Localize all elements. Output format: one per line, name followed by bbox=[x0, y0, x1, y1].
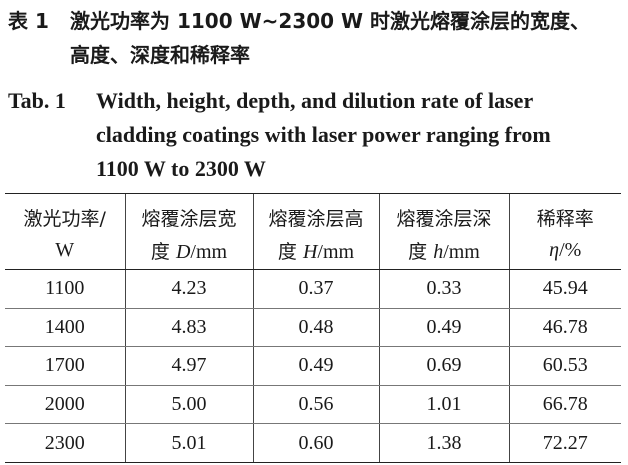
cell-width: 5.01 bbox=[124, 423, 253, 463]
header-height-line1: 熔覆涂层高 bbox=[252, 193, 379, 231]
cell-height: 0.56 bbox=[252, 385, 379, 425]
cell-power: 1400 bbox=[5, 308, 125, 348]
header-depth-symbol: h bbox=[433, 240, 444, 263]
header-width-symbol: D bbox=[175, 240, 191, 263]
cell-dilution: 45.94 bbox=[508, 269, 621, 309]
caption-en-text-2: cladding coatings with laser power rangi… bbox=[96, 122, 551, 147]
header-width-cn: 度 bbox=[150, 240, 176, 263]
caption-cn-label: 表 1 bbox=[8, 9, 49, 33]
header-row-2: W 度 D/mm 度 H/mm 度 h/mm η/% bbox=[5, 231, 621, 270]
table-header: 激光功率/ 熔覆涂层宽 熔覆涂层高 熔覆涂层深 稀释率 W 度 D/mm 度 H… bbox=[5, 193, 621, 270]
cell-depth: 0.33 bbox=[378, 269, 509, 309]
header-height-unit-text: /mm bbox=[317, 240, 355, 263]
cell-depth: 1.38 bbox=[378, 423, 509, 463]
cell-width: 4.23 bbox=[124, 269, 253, 309]
table-body: 1100 4.23 0.37 0.33 45.94 1400 4.83 0.48… bbox=[5, 269, 621, 463]
cell-depth: 0.49 bbox=[378, 308, 509, 348]
table-caption-english: Tab. 1 Width, height, depth, and dilution… bbox=[8, 84, 620, 186]
header-depth-unit: 度 h/mm bbox=[378, 231, 509, 270]
header-width-unit: 度 D/mm bbox=[124, 231, 253, 270]
caption-en-text-3: 1100 W to 2300 W bbox=[96, 156, 266, 181]
table-row: 2300 5.01 0.60 1.38 72.27 bbox=[5, 423, 621, 463]
cell-depth: 0.69 bbox=[378, 346, 509, 386]
cell-width: 5.00 bbox=[124, 385, 253, 425]
cell-height: 0.60 bbox=[252, 423, 379, 463]
table-caption-chinese: 表 1 激光功率为 1100 W~2300 W 时激光熔覆涂层的宽度、 高度、深度… bbox=[8, 4, 620, 72]
header-height-cn: 度 bbox=[277, 240, 303, 263]
cell-height: 0.48 bbox=[252, 308, 379, 348]
caption-en-label: Tab. 1 bbox=[8, 88, 66, 113]
caption-cn-line-1: 表 1 激光功率为 1100 W~2300 W 时激光熔覆涂层的宽度、 bbox=[8, 4, 620, 38]
cell-power: 1100 bbox=[5, 269, 125, 309]
header-power-unit: W bbox=[5, 231, 125, 270]
header-dilution-unit-text: /% bbox=[559, 238, 582, 261]
header-height-unit: 度 H/mm bbox=[252, 231, 379, 270]
header-width-line1: 熔覆涂层宽 bbox=[124, 193, 253, 231]
cell-dilution: 72.27 bbox=[508, 423, 621, 463]
header-row-1: 激光功率/ 熔覆涂层宽 熔覆涂层高 熔覆涂层深 稀释率 bbox=[5, 193, 621, 231]
data-table: 激光功率/ 熔覆涂层宽 熔覆涂层高 熔覆涂层深 稀释率 W 度 D/mm 度 H… bbox=[5, 193, 621, 463]
cell-dilution: 60.53 bbox=[508, 346, 621, 386]
caption-en-line-1: Tab. 1 Width, height, depth, and dilution… bbox=[8, 84, 620, 118]
cell-dilution: 46.78 bbox=[508, 308, 621, 348]
caption-cn-text-1: 激光功率为 1100 W~2300 W 时激光熔覆涂层的宽度、 bbox=[70, 9, 591, 33]
header-height-symbol: H bbox=[302, 240, 318, 263]
caption-cn-text-2: 高度、深度和稀释率 bbox=[70, 43, 250, 67]
header-depth-cn: 度 bbox=[408, 240, 434, 263]
caption-en-text-1: Width, height, depth, and dilution rate … bbox=[96, 88, 534, 113]
table-row: 1400 4.83 0.48 0.49 46.78 bbox=[5, 308, 621, 348]
cell-width: 4.97 bbox=[124, 346, 253, 386]
header-dilution-line1: 稀释率 bbox=[508, 193, 621, 231]
header-depth-line1: 熔覆涂层深 bbox=[378, 193, 509, 231]
cell-height: 0.49 bbox=[252, 346, 379, 386]
cell-depth: 1.01 bbox=[378, 385, 509, 425]
header-width-unit-text: /mm bbox=[190, 240, 228, 263]
header-depth-unit-text: /mm bbox=[443, 240, 480, 263]
cell-power: 1700 bbox=[5, 346, 125, 386]
header-dilution-symbol: η bbox=[549, 238, 560, 261]
cell-power: 2300 bbox=[5, 423, 125, 463]
cell-power: 2000 bbox=[5, 385, 125, 425]
header-power-unit-text: W bbox=[55, 238, 75, 261]
cell-dilution: 66.78 bbox=[508, 385, 621, 425]
table-row: 2000 5.00 0.56 1.01 66.78 bbox=[5, 385, 621, 425]
cell-height: 0.37 bbox=[252, 269, 379, 309]
header-dilution-unit: η/% bbox=[508, 231, 621, 270]
table-row: 1700 4.97 0.49 0.69 60.53 bbox=[5, 346, 621, 386]
header-power-line1: 激光功率/ bbox=[5, 193, 125, 231]
cell-width: 4.83 bbox=[124, 308, 253, 348]
table-row: 1100 4.23 0.37 0.33 45.94 bbox=[5, 269, 621, 309]
